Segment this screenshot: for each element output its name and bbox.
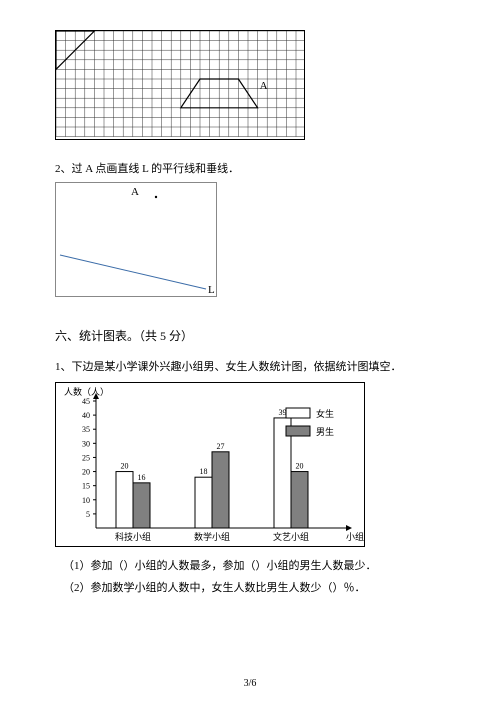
svg-text:小组: 小组 [346, 531, 364, 542]
svg-text:40: 40 [82, 411, 90, 420]
page-number: 3/6 [0, 678, 500, 689]
svg-text:45: 45 [82, 397, 90, 406]
svg-text:数学小组: 数学小组 [194, 531, 230, 542]
svg-text:科技小组: 科技小组 [115, 531, 151, 542]
bar-chart: 人数（人） 小组 5 10 15 20 25 30 35 40 45 20 16 科技小组 18 27 数学小组… [55, 382, 365, 547]
svg-text:18: 18 [200, 467, 208, 476]
question-2-text: 2、过 A 点画直线 L 的平行线和垂线． [55, 160, 445, 176]
line-L-label: L [208, 284, 215, 296]
chart-svg: 人数（人） 小组 5 10 15 20 25 30 35 40 45 20 16 科技小组 18 27 数学小组… [56, 383, 364, 546]
line-L [60, 255, 206, 289]
section-6-title: 六、统计图表。（共 5 分） [55, 327, 445, 344]
svg-text:男生: 男生 [316, 426, 334, 437]
svg-text:35: 35 [82, 425, 90, 434]
svg-text:20: 20 [296, 462, 304, 471]
question-1-text: 1、下边是某小学课外兴趣小组男、女生人数统计图，依据统计图填空． [55, 358, 445, 374]
svg-text:A: A [260, 80, 268, 92]
grid-svg: A [56, 31, 304, 139]
sub-question-2: （2）参加数学小组的人数中，女生人数比男生人数少（）％． [63, 579, 445, 595]
svg-text:16: 16 [138, 473, 146, 482]
svg-text:女生: 女生 [316, 408, 334, 419]
line-L-figure: A L [55, 182, 217, 297]
svg-text:人数（人）: 人数（人） [64, 386, 109, 397]
svg-text:30: 30 [82, 439, 90, 448]
svg-text:39: 39 [279, 408, 287, 417]
sub-question-1: （1）参加（）小组的人数最多，参加（）小组的男生人数最少． [63, 557, 445, 573]
svg-text:10: 10 [82, 496, 90, 505]
svg-text:20: 20 [82, 468, 90, 477]
point-A-dot [155, 196, 157, 198]
svg-text:25: 25 [82, 453, 90, 462]
svg-text:15: 15 [82, 482, 90, 491]
svg-text:文艺小组: 文艺小组 [273, 531, 309, 542]
point-A-label: A [131, 186, 139, 198]
svg-text:5: 5 [86, 510, 90, 519]
svg-text:27: 27 [217, 442, 225, 451]
grid-figure: A [55, 30, 305, 140]
svg-text:20: 20 [121, 462, 129, 471]
line-L-svg: A L [56, 183, 216, 296]
